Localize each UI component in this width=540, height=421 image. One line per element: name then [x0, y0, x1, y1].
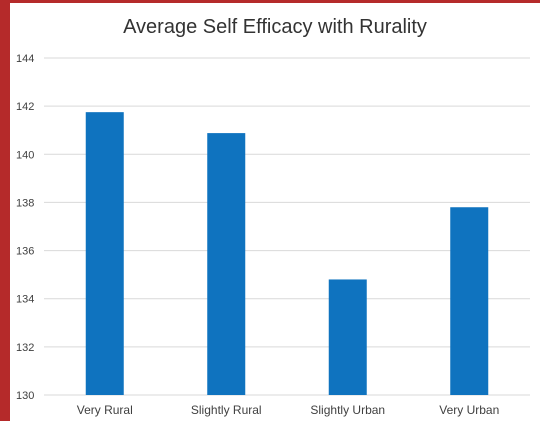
- bar-very-urban: [450, 207, 489, 395]
- left-frame-bar: [0, 0, 10, 421]
- x-tick-label-very-urban: Very Urban: [439, 403, 499, 417]
- bar-very-rural: [85, 112, 124, 396]
- x-tick-label-slightly-rural: Slightly Rural: [191, 403, 262, 417]
- chart-title: Average Self Efficacy with Rurality: [123, 16, 427, 38]
- y-tick-label-134: 134: [16, 294, 34, 306]
- y-tick-label-142: 142: [16, 101, 34, 113]
- y-tick-label-136: 136: [16, 246, 34, 258]
- y-tick-label-144: 144: [16, 53, 34, 65]
- y-tick-label-130: 130: [16, 390, 34, 402]
- y-tick-label-138: 138: [16, 197, 34, 209]
- y-tick-label-132: 132: [16, 342, 34, 354]
- top-frame-bar: [0, 0, 540, 3]
- y-tick-label-140: 140: [16, 149, 34, 161]
- x-tick-label-very-rural: Very Rural: [77, 403, 133, 417]
- x-tick-label-slightly-urban: Slightly Urban: [310, 403, 385, 417]
- bar-slightly-urban: [328, 279, 367, 395]
- bar-slightly-rural: [207, 133, 246, 396]
